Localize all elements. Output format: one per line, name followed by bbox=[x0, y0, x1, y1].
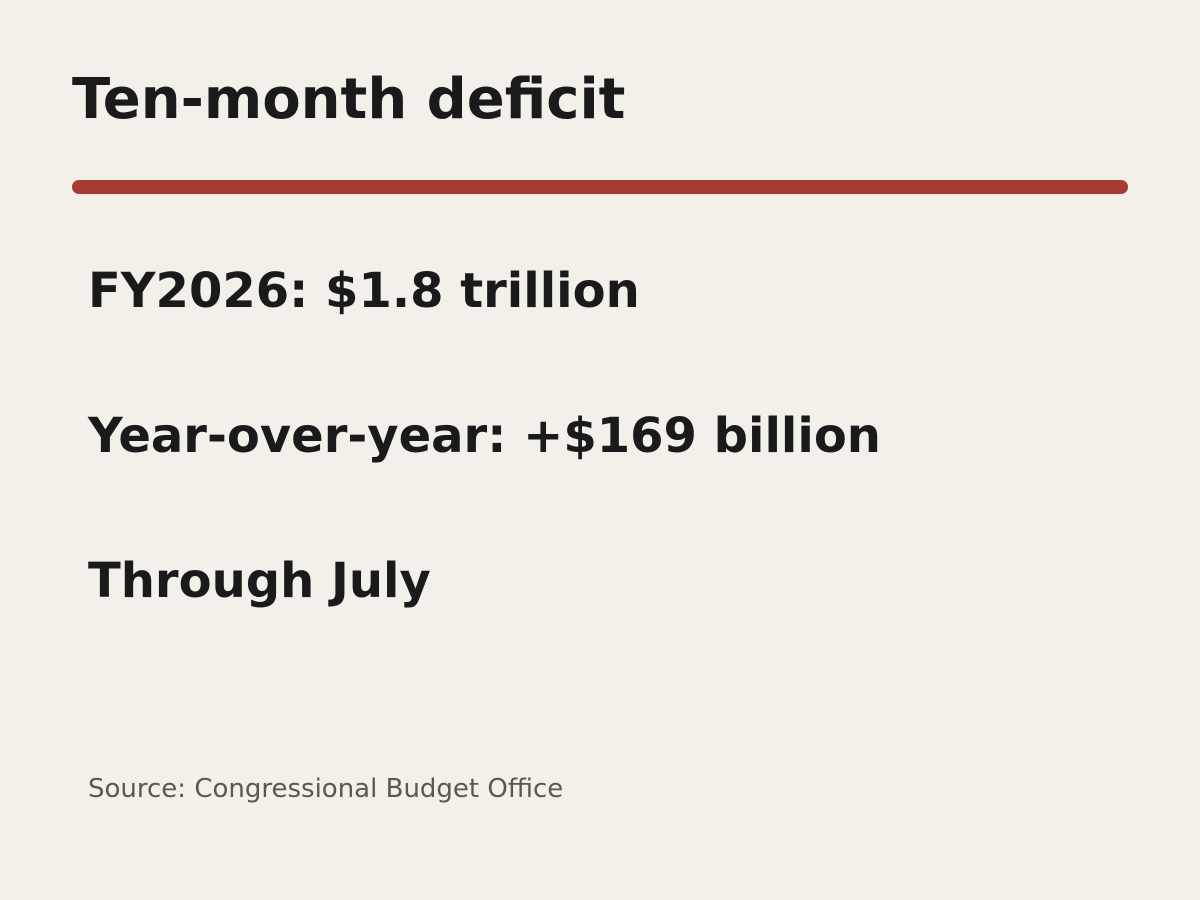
accent-divider bbox=[72, 180, 1128, 194]
stat-period: Through July bbox=[88, 553, 431, 609]
stat-year-over-year: Year-over-year: +$169 billion bbox=[88, 408, 881, 464]
source-note: Source: Congressional Budget Office bbox=[88, 774, 564, 804]
stat-total-deficit: FY2026: $1.8 trillion bbox=[88, 263, 640, 319]
page-title: Ten-month deficit bbox=[72, 67, 626, 132]
